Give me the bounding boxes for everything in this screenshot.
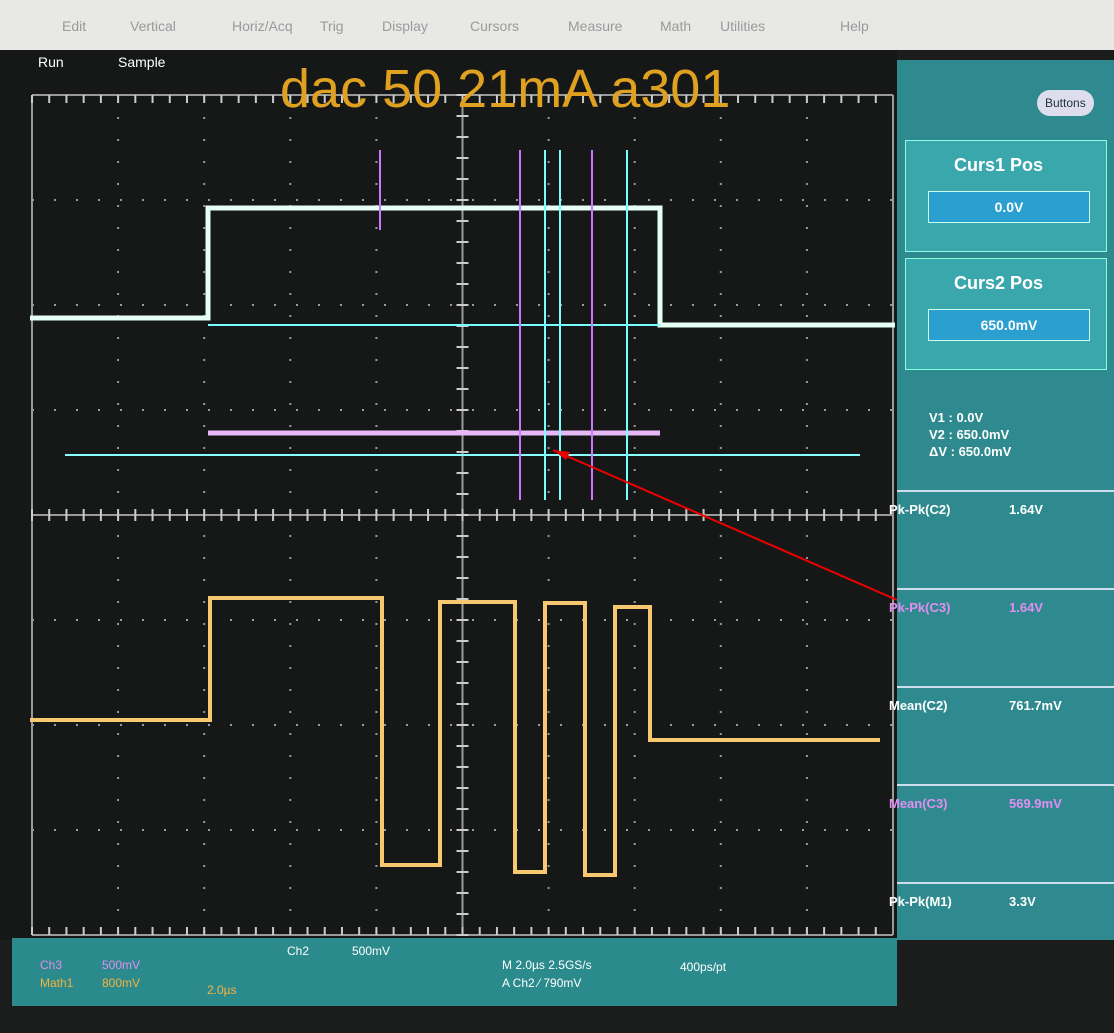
menu-item[interactable]: Math [660,18,691,34]
ch2-label: Ch2 [287,944,309,958]
overlay-title: dac 50 21mA a301 [280,58,730,120]
readout-line: ΔV : 650.0mV [929,444,1011,459]
run-status: Run [38,54,64,70]
trigger-setting: A Ch2 ⁄ 790mV [502,976,581,990]
menu-item[interactable]: Utilities [720,18,765,34]
status-bar: Ch3 500mV Math1 800mV 2.0µs Ch2 500mV M … [12,938,897,1006]
measurement-value: 761.7mV [1009,698,1062,713]
menu-bar: Edit Vertical Horiz/Acq Trig Display Cursors M… [0,0,1114,50]
menu-item[interactable]: Help [840,18,869,34]
menu-item[interactable]: Display [382,18,428,34]
menu-item[interactable]: Trig [320,18,344,34]
measurement-label: Mean(C3) [889,796,948,811]
measurement-value: 569.9mV [1009,796,1062,811]
measurement-label: Mean(C2) [889,698,948,713]
menu-item[interactable]: Measure [568,18,622,34]
measurement-value: 1.64V [1009,502,1043,517]
math1-scale: 800mV [102,976,140,990]
measurement-label: Pk-Pk(M1) [889,894,952,909]
curs1-label: Curs1 Pos [954,155,1043,176]
ch3-label: Ch3 [40,958,62,972]
measurement-row: Pk-Pk(M1)3.3V [897,882,1114,979]
measurement-label: Pk-Pk(C2) [889,502,950,517]
readout-line: V1 : 0.0V [929,410,983,425]
display-bg [0,50,897,940]
measurement-row: Pk-Pk(C2)1.64V [897,490,1114,587]
curs2-label: Curs2 Pos [954,273,1043,294]
side-panel: Buttons Curs1 Pos 0.0V Curs2 Pos 650.0mV… [897,60,1114,940]
measurement-label: Pk-Pk(C3) [889,600,950,615]
menu-item[interactable]: Edit [62,18,86,34]
math1-label: Math1 [40,976,73,990]
oscilloscope-screen: Edit Vertical Horiz/Acq Trig Display Cursors M… [0,0,1114,1033]
menu-item[interactable]: Cursors [470,18,519,34]
horizontal-setting: M 2.0µs 2.5GS/s [502,958,592,972]
measurement-value: 1.64V [1009,600,1043,615]
ch3-scale: 500mV [102,958,140,972]
ch2-scale: 500mV [352,944,390,958]
measurement-row: Mean(C3)569.9mV [897,784,1114,881]
math1-time: 2.0µs [207,983,237,997]
menu-item[interactable]: Horiz/Acq [232,18,293,34]
acq-mode: Sample [118,54,165,70]
readout-line: V2 : 650.0mV [929,427,1009,442]
curs1-box: Curs1 Pos 0.0V [905,140,1107,252]
measurement-row: Mean(C2)761.7mV [897,686,1114,783]
curs1-value[interactable]: 0.0V [928,191,1090,223]
waveform-display [0,50,897,940]
menu-item[interactable]: Vertical [130,18,176,34]
resolution: 400ps/pt [680,960,726,974]
buttons-toggle[interactable]: Buttons [1037,90,1094,116]
curs2-box: Curs2 Pos 650.0mV [905,258,1107,370]
curs2-value[interactable]: 650.0mV [928,309,1090,341]
measurement-value: 3.3V [1009,894,1036,909]
measurement-row: Pk-Pk(C3)1.64V [897,588,1114,685]
